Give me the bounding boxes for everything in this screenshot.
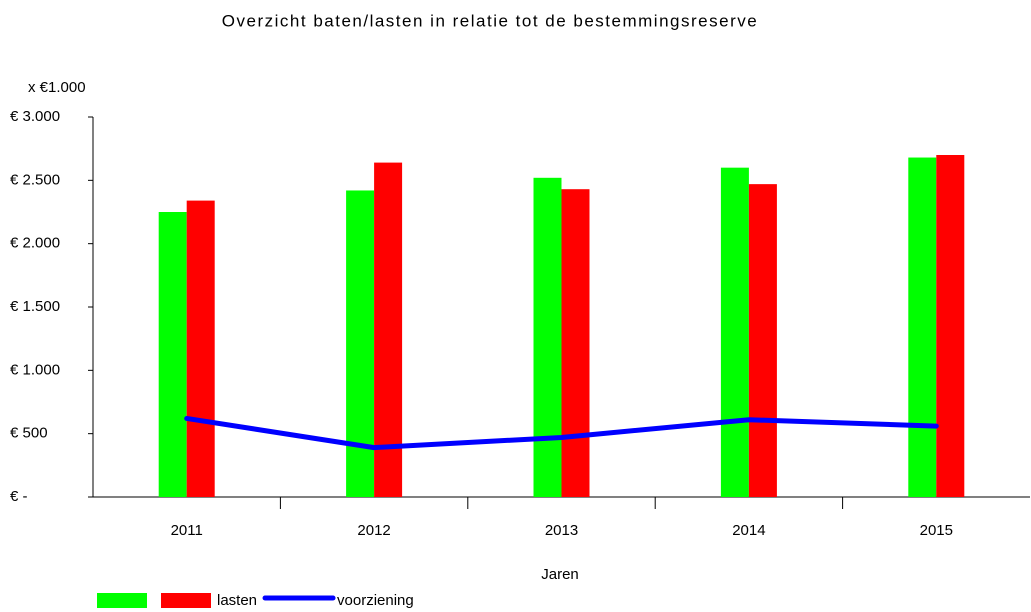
bar: [374, 162, 403, 497]
y-tick-label: € 3.000: [10, 108, 60, 125]
x-tick-label: 2013: [545, 522, 578, 539]
bar: [186, 200, 215, 497]
x-tick-label: 2015: [920, 522, 953, 539]
x-axis-title: Jaren: [541, 566, 579, 583]
bar: [936, 155, 965, 497]
bar: [748, 184, 777, 497]
y-tick-label: € 2.500: [10, 171, 60, 188]
y-tick-label: € 500: [10, 425, 48, 442]
bar: [908, 157, 937, 498]
bar: [158, 212, 187, 497]
y-tick-label: € -: [10, 488, 28, 505]
y-unit-label: x €1.000: [28, 79, 86, 96]
legend-label: voorziening: [337, 592, 414, 609]
bar: [720, 167, 749, 497]
bar: [346, 190, 375, 497]
legend-label: lasten: [217, 592, 257, 609]
x-tick-label: 2014: [732, 522, 765, 539]
legend-swatch: [161, 593, 211, 608]
legend-swatch: [97, 593, 147, 608]
y-tick-label: € 2.000: [10, 235, 60, 252]
chart-title: Overzicht baten/lasten in relatie tot de…: [222, 11, 758, 30]
y-tick-label: € 1.000: [10, 361, 60, 378]
x-tick-label: 2011: [171, 522, 203, 539]
bar: [561, 189, 590, 497]
x-tick-label: 2012: [357, 522, 390, 539]
y-tick-label: € 1.500: [10, 298, 60, 315]
bar: [533, 177, 562, 498]
line-series: [184, 415, 939, 451]
